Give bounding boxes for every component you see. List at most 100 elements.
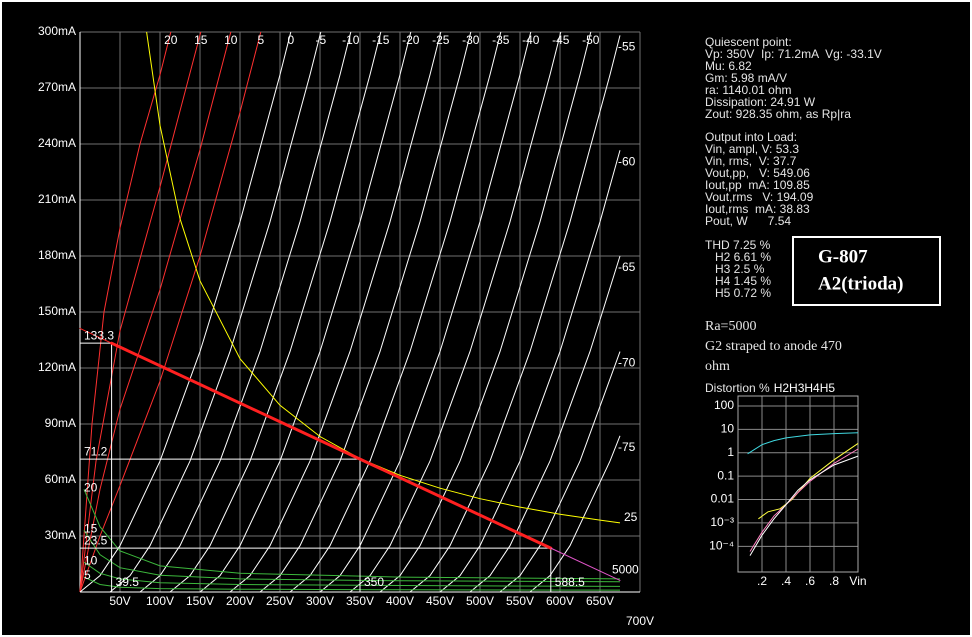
legend-entry: H5 <box>820 381 836 395</box>
grid-current-curve <box>83 561 621 587</box>
curve-label: -10 <box>342 33 360 47</box>
curve-label: -75 <box>618 440 636 454</box>
panel-line: Mu: 6.82 <box>705 59 752 73</box>
point-x-label: 350 <box>364 575 384 589</box>
x-tick-label: 600V <box>546 594 574 608</box>
x-tick-label: 450V <box>426 594 454 608</box>
y-tick-label: 60mA <box>45 472 76 486</box>
x-tick-label: 200V <box>226 594 254 608</box>
panel-line: Vp: 350V Ip: 71.2mA Vg: -33.1V <box>705 47 882 61</box>
load-line-label: 5000 <box>612 563 639 577</box>
x-tick-label: 400V <box>386 594 414 608</box>
y-tick-label: 210mA <box>38 192 76 206</box>
curve-label: -55 <box>618 40 636 54</box>
panel-line: Quiescent point: <box>705 35 792 49</box>
tube-name: G-807 <box>818 246 868 267</box>
curve-label: -15 <box>372 33 390 47</box>
x-tick-label: 550V <box>506 594 534 608</box>
y-tick-label: 10⁻⁴ <box>709 539 734 553</box>
x-tick-label: .6 <box>805 574 815 588</box>
tube-box <box>792 236 941 306</box>
point-value-label: 23.5 <box>84 533 108 547</box>
plate-curve <box>349 31 562 593</box>
x-tick-label: 50V <box>109 594 130 608</box>
plate-curve <box>79 31 262 593</box>
curve-label: 25 <box>624 510 638 524</box>
plate-curve <box>79 31 292 593</box>
legend-entry: H4 <box>804 381 820 395</box>
panel-line: Vin, ampl, V: 53.3 <box>705 142 799 156</box>
y-tick-label: 300mA <box>38 24 76 38</box>
panel-line: H2 6.61 % <box>715 250 771 264</box>
distortion-line <box>758 442 859 520</box>
panel-line: Dissipation: 24.91 W <box>705 95 816 109</box>
panel-line: Vout,pp, V: 549.06 <box>705 166 810 180</box>
grid-current-curve <box>83 530 621 583</box>
y-tick-label: 270mA <box>38 80 76 94</box>
point-x-label: 39.5 <box>116 575 140 589</box>
x-tick-label: 300V <box>306 594 334 608</box>
y-tick-label: 30mA <box>45 528 76 542</box>
curve-label: -50 <box>582 33 600 47</box>
load-line-extension <box>550 547 621 581</box>
panel-line: H5 0.72 % <box>715 286 771 300</box>
panel-line: Vout,rms V: 194.09 <box>705 190 814 204</box>
plate-curve <box>289 31 502 593</box>
plate-curve <box>79 31 172 593</box>
panel-line: H3 2.5 % <box>715 262 765 276</box>
curve-label: -65 <box>618 260 636 274</box>
x-axis-label: Vin <box>849 574 866 588</box>
curve-label: 10 <box>224 33 238 47</box>
curve-label: 20 <box>84 481 98 495</box>
plate-curve <box>439 150 621 593</box>
curve-label: -5 <box>315 33 326 47</box>
y-tick-label: 10 <box>721 422 735 436</box>
y-tick-label: 100 <box>714 398 734 412</box>
plate-curve <box>79 31 232 593</box>
plate-curve <box>469 255 621 593</box>
curve-label: 10 <box>84 553 98 567</box>
plate-curve <box>319 31 532 593</box>
curve-label: 5 <box>257 33 264 47</box>
curve-label: -25 <box>432 33 450 47</box>
distortion-line <box>749 448 859 552</box>
panel-line: Vin, rms, V: 37.7 <box>705 154 797 168</box>
note-line: Ra=5000 <box>705 319 756 334</box>
grid-current-curve <box>83 576 621 591</box>
x-tick-label: .2 <box>757 574 767 588</box>
note-line: G2 straped to anode 470 <box>705 339 842 354</box>
curve-label: -30 <box>462 33 480 47</box>
x-tick-label: 500V <box>466 594 494 608</box>
y-tick-label: 0.1 <box>717 468 734 482</box>
x-tick-label: 700V <box>626 614 654 628</box>
chart-title: Distortion % <box>705 381 770 395</box>
panel-line: ra: 1140.01 ohm <box>705 83 792 97</box>
load-line-start <box>79 327 113 344</box>
point-x-label: 588.5 <box>555 575 585 589</box>
curve-label: -60 <box>618 154 636 168</box>
x-tick-label: 350V <box>346 594 374 608</box>
note-line: ohm <box>705 359 730 374</box>
curve-label: 20 <box>164 33 178 47</box>
distortion-line <box>747 432 859 455</box>
curve-label: -35 <box>492 33 510 47</box>
x-tick-label: 150V <box>186 594 214 608</box>
plate-curve <box>169 31 382 593</box>
panel-line: Output into Load: <box>705 130 797 144</box>
curve-label: -40 <box>522 33 540 47</box>
y-tick-label: 120mA <box>38 360 76 374</box>
legend-entry: H3 <box>789 381 805 395</box>
x-tick-label: 250V <box>266 594 294 608</box>
panel-line: Pout, W 7.54 <box>705 214 791 228</box>
curve-label: 0 <box>287 33 294 47</box>
plate-curve <box>229 31 442 593</box>
point-value-label: 133.3 <box>84 328 114 342</box>
y-tick-label: 10⁻³ <box>710 515 734 529</box>
x-tick-label: 650V <box>586 594 614 608</box>
grid-current-curve <box>83 489 621 580</box>
y-tick-label: 150mA <box>38 304 76 318</box>
y-tick-label: 90mA <box>45 416 76 430</box>
